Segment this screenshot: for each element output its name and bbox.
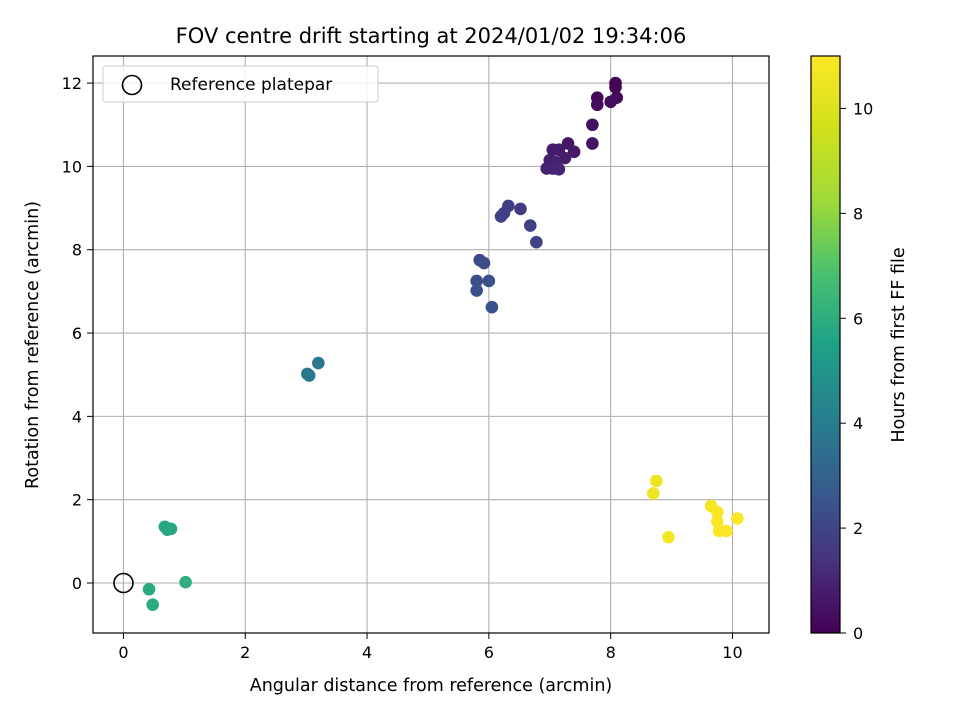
data-point — [312, 356, 325, 370]
colorbar-tick-label: 10 — [853, 99, 873, 118]
y-tick-label: 12 — [62, 74, 82, 93]
colorbar-label: Hours from first FF file — [889, 247, 909, 442]
data-point — [470, 274, 483, 288]
colorbar-tick-label: 0 — [853, 624, 863, 643]
y-tick-label: 8 — [72, 241, 82, 260]
legend-entry-label: Reference platepar — [170, 75, 332, 95]
data-point — [604, 95, 617, 109]
data-point — [586, 137, 599, 150]
data-point — [586, 118, 599, 132]
data-point — [179, 575, 192, 589]
data-point — [710, 505, 724, 519]
data-point — [731, 512, 744, 525]
y-tick-label: 6 — [72, 324, 82, 343]
data-point — [470, 284, 483, 297]
data-point — [494, 210, 508, 223]
data-point — [646, 487, 660, 500]
legend: Reference platepar — [102, 65, 379, 103]
data-points — [142, 76, 744, 611]
data-point — [650, 474, 663, 488]
data-point — [477, 256, 491, 270]
grid-lines — [93, 56, 769, 633]
y-tick-label: 2 — [72, 491, 82, 510]
colorbar-gradient — [810, 55, 841, 634]
data-point — [530, 235, 543, 249]
colorbar-tick-label: 6 — [853, 309, 863, 328]
legend-marker-icon — [121, 74, 143, 96]
colorbar-tick-label: 4 — [853, 414, 863, 433]
data-point — [523, 219, 537, 232]
y-axis-ticks: 0 2 4 6 8 10 12 — [62, 74, 93, 593]
plot-frame — [92, 55, 770, 634]
legend-box — [102, 65, 379, 103]
y-tick-label: 0 — [72, 574, 82, 593]
x-tick-label: 10 — [722, 643, 742, 662]
x-tick-label: 2 — [240, 643, 250, 662]
y-axis-label: Rotation from reference (arcmin) — [23, 201, 43, 489]
x-tick-label: 8 — [606, 643, 616, 662]
y-tick-label: 10 — [62, 157, 82, 176]
data-point — [514, 202, 527, 216]
colorbar-tick-label: 8 — [853, 204, 863, 223]
colorbar-tick-label: 2 — [853, 519, 863, 538]
data-point — [485, 300, 499, 314]
chart-title: FOV centre drift starting at 2024/01/02 … — [176, 24, 687, 48]
data-point — [720, 524, 733, 538]
colorbar-ticks: 0 2 4 6 8 10 — [840, 99, 873, 643]
data-point — [482, 274, 496, 288]
x-tick-label: 0 — [118, 643, 128, 662]
x-tick-label: 6 — [484, 643, 494, 662]
data-point — [710, 515, 724, 528]
x-tick-label: 4 — [362, 643, 372, 662]
data-point — [567, 145, 581, 159]
data-point — [302, 369, 316, 382]
colorbar: 0 2 4 6 8 10 Hours from first FF file — [810, 55, 909, 643]
data-point — [146, 598, 159, 611]
x-axis-label: Angular distance from reference (arcmin) — [250, 676, 613, 696]
data-point — [552, 163, 566, 176]
data-point — [590, 98, 604, 112]
data-point — [164, 522, 178, 536]
reference-platepar-marker — [113, 572, 134, 594]
data-point — [662, 530, 675, 544]
data-point — [142, 582, 156, 596]
x-axis-ticks: 0 2 4 6 8 10 — [118, 633, 743, 662]
y-tick-label: 4 — [72, 407, 82, 426]
data-point — [609, 80, 622, 94]
